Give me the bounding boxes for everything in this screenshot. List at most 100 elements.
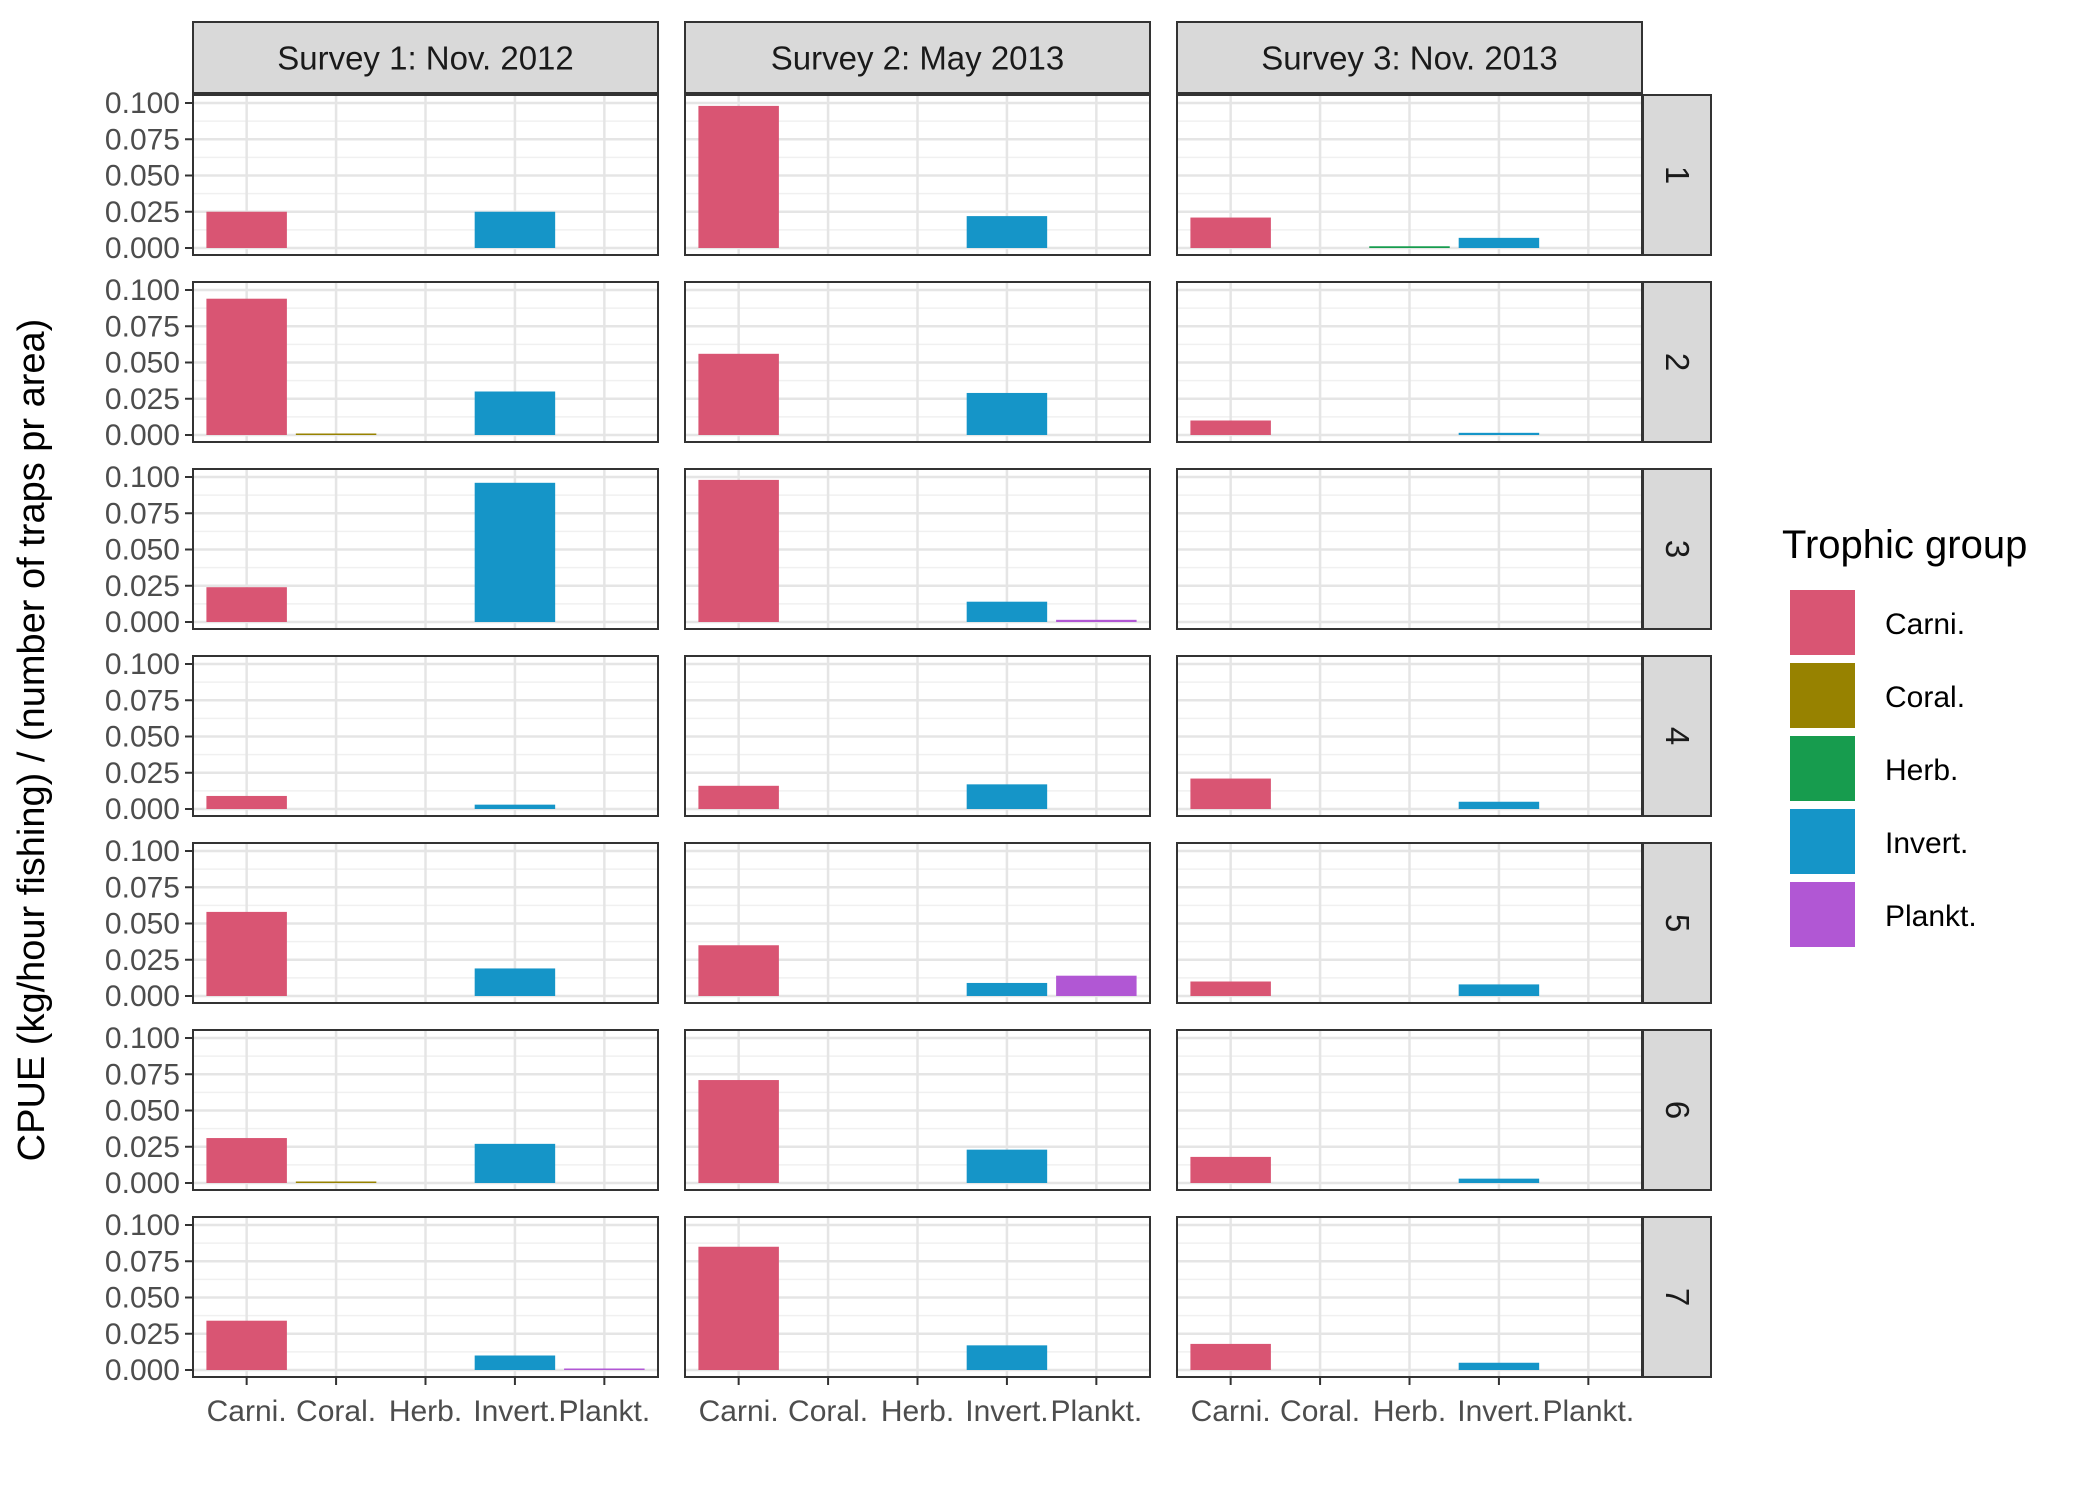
x-tick-label-coral: Coral.	[788, 1395, 868, 1428]
bar-carni	[1190, 217, 1271, 248]
column-strip-label-2: Survey 2: May 2013	[771, 40, 1065, 77]
bar-invert	[966, 982, 1048, 996]
row-strip-label-1: 1	[1659, 166, 1696, 184]
panel-c2-r3	[684, 468, 1151, 630]
panel-c1-r6	[192, 1029, 659, 1191]
bar-invert	[966, 601, 1048, 622]
panel-c3-r3	[1176, 468, 1643, 630]
legend-items: Carni. Coral. Herb. Invert. Plankt.	[1790, 590, 1977, 947]
legend-key-herb	[1790, 736, 1855, 801]
bar-carni	[1190, 1156, 1271, 1183]
x-tick-label-carni: Carni.	[207, 1395, 287, 1428]
x-tick-label-carni: Carni.	[699, 1395, 779, 1428]
x-tick-label-invert: Invert.	[1457, 1395, 1540, 1428]
row-strip-7	[1642, 1216, 1712, 1378]
panel-c3-r6	[1176, 1029, 1643, 1191]
bar-invert	[1458, 237, 1540, 248]
bar-invert	[966, 1149, 1048, 1183]
panel-c2-r7	[684, 1216, 1151, 1378]
legend-label-herb: Herb.	[1885, 754, 1958, 787]
bar-carni	[206, 1138, 287, 1183]
bar-invert	[966, 784, 1048, 809]
column-strip-label-3: Survey 3: Nov. 2013	[1261, 40, 1558, 77]
y-tick-label: 0.000	[105, 419, 180, 452]
bar-carni	[1190, 420, 1271, 435]
column-strip-1	[192, 21, 659, 94]
legend-label-coral: Coral.	[1885, 681, 1965, 714]
y-tick-label: 0.025	[105, 757, 180, 790]
legend-label-plankt: Plankt.	[1885, 900, 1977, 933]
bar-carni	[698, 105, 779, 249]
column-strip-3	[1176, 21, 1643, 94]
bar-invert	[474, 1143, 556, 1183]
bar-carni	[1190, 981, 1271, 996]
legend-key-carni	[1790, 590, 1855, 655]
bar-invert	[966, 216, 1048, 248]
panel-c3-r1	[1176, 94, 1643, 256]
bar-invert	[474, 1355, 556, 1370]
bar-invert	[474, 391, 556, 435]
y-tick-label: 0.100	[105, 1022, 180, 1055]
row-strip-label-7: 7	[1659, 1288, 1696, 1306]
bar-invert	[474, 804, 556, 809]
y-tick-label: 0.000	[105, 793, 180, 826]
bar-carni	[206, 1320, 287, 1370]
x-axis-ticks: Carni. Coral. Herb. Invert. Plankt. Carni. Cor…	[207, 1377, 1634, 1428]
bar-invert	[1458, 984, 1540, 996]
x-tick-label-coral: Coral.	[296, 1395, 376, 1428]
bar-carni	[206, 911, 287, 996]
panel-border	[684, 94, 1151, 256]
x-tick-label-invert: Invert.	[965, 1395, 1048, 1428]
y-tick-label: 0.025	[105, 1131, 180, 1164]
bar-invert	[474, 968, 556, 996]
legend: Trophic group Carni. Coral. Herb. Invert. Pl…	[1782, 523, 2027, 947]
y-tick-label: 0.075	[105, 310, 180, 343]
panel-c1-r2	[192, 281, 659, 443]
y-tick-label: 0.000	[105, 1167, 180, 1200]
panel-c3-r2	[1176, 281, 1643, 443]
plot-panels	[192, 94, 1643, 1378]
y-axis-title: CPUE (kg/hour fishing) / (number of trap…	[11, 319, 53, 1162]
y-tick-label: 0.025	[105, 1318, 180, 1351]
y-tick-label: 0.075	[105, 684, 180, 717]
y-tick-label: 0.025	[105, 383, 180, 416]
y-tick-label: 0.100	[105, 274, 180, 307]
bar-plankt	[564, 1368, 645, 1370]
x-tick-label-plankt: Plankt.	[1542, 1395, 1634, 1428]
y-tick-label: 0.050	[105, 908, 180, 941]
y-tick-label: 0.025	[105, 196, 180, 229]
x-tick-label-carni: Carni.	[1191, 1395, 1271, 1428]
y-tick-label: 0.000	[105, 606, 180, 639]
panel-c2-r1	[684, 94, 1151, 256]
panel-c1-r4	[192, 655, 659, 817]
bar-carni	[698, 1080, 779, 1183]
panel-border	[684, 1029, 1151, 1191]
bar-carni	[698, 353, 779, 435]
panel-border	[684, 842, 1151, 1004]
row-strip-label-5: 5	[1659, 914, 1696, 932]
x-tick-label-herb: Herb.	[881, 1395, 954, 1428]
panel-c1-r7	[192, 1216, 659, 1378]
bar-plankt	[1056, 619, 1137, 622]
legend-key-plankt	[1790, 882, 1855, 947]
y-tick-label: 0.075	[105, 497, 180, 530]
y-tick-label: 0.050	[105, 721, 180, 754]
bar-invert	[1458, 432, 1540, 435]
row-strip-2	[1642, 281, 1712, 443]
y-tick-label: 0.050	[105, 347, 180, 380]
bar-carni	[1190, 778, 1271, 809]
legend-key-coral	[1790, 663, 1855, 728]
y-tick-label: 0.025	[105, 944, 180, 977]
panel-border	[684, 655, 1151, 817]
y-tick-label: 0.100	[105, 835, 180, 868]
y-tick-label: 0.025	[105, 570, 180, 603]
y-tick-label: 0.100	[105, 461, 180, 494]
bar-carni	[206, 587, 287, 622]
facet-strips: Survey 1: Nov. 2012 Survey 2: May 2013 Sur…	[192, 21, 1712, 1378]
y-tick-label: 0.075	[105, 871, 180, 904]
y-tick-label: 0.100	[105, 1209, 180, 1242]
legend-key-invert	[1790, 809, 1855, 874]
panel-c1-r3	[192, 468, 659, 630]
row-strip-6	[1642, 1029, 1712, 1191]
x-tick-label-plankt: Plankt.	[1050, 1395, 1142, 1428]
